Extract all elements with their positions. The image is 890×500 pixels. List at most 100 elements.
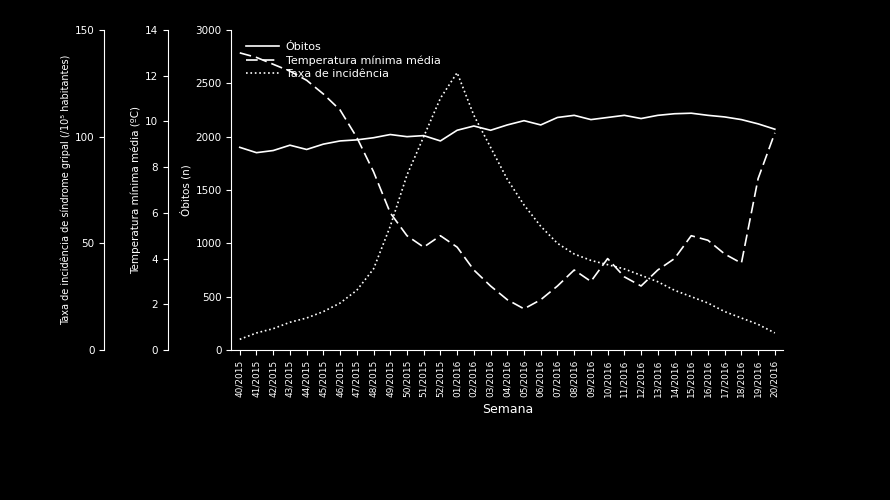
Óbitos	[519, 118, 530, 124]
Óbitos	[502, 122, 513, 128]
Temperatura mínima média	[603, 256, 613, 262]
Taxa de incidência	[702, 300, 713, 306]
Temperatura mínima média	[552, 283, 562, 289]
Temperatura mínima média	[418, 244, 429, 250]
Temperatura mínima média	[702, 238, 713, 244]
Óbitos	[485, 128, 496, 134]
Y-axis label: Temperatura mínima média (ºC): Temperatura mínima média (ºC)	[130, 106, 141, 274]
Taxa de incidência	[251, 330, 262, 336]
Óbitos	[268, 148, 279, 154]
Taxa de incidência	[285, 320, 295, 326]
Óbitos	[603, 114, 613, 120]
Óbitos	[552, 114, 562, 120]
Temperatura mínima média	[485, 283, 496, 289]
Taxa de incidência	[635, 272, 646, 278]
Temperatura mínima média	[536, 296, 546, 302]
Temperatura mínima média	[619, 274, 630, 280]
Taxa de incidência	[384, 224, 395, 230]
Taxa de incidência	[485, 144, 496, 150]
Óbitos	[234, 144, 245, 150]
Óbitos	[401, 134, 412, 140]
Taxa de incidência	[401, 172, 412, 178]
Taxa de incidência	[452, 70, 463, 75]
Y-axis label: Taxa de incidência de síndrome gripal (/10⁵ habitantes): Taxa de incidência de síndrome gripal (/…	[61, 55, 71, 325]
Legend: Óbitos, Temperatura mínima média, Taxa de incidência: Óbitos, Temperatura mínima média, Taxa d…	[242, 39, 444, 82]
Temperatura mínima média	[669, 256, 680, 262]
Óbitos	[318, 141, 328, 147]
Y-axis label: Óbitos (n): Óbitos (n)	[180, 164, 191, 216]
Óbitos	[736, 116, 747, 122]
Óbitos	[468, 123, 479, 129]
Temperatura mínima média	[435, 232, 446, 238]
Temperatura mínima média	[401, 232, 412, 238]
Temperatura mínima média	[318, 91, 328, 97]
Óbitos	[586, 116, 596, 122]
Óbitos	[418, 132, 429, 138]
Temperatura mínima média	[285, 68, 295, 74]
Temperatura mínima média	[753, 176, 764, 182]
Temperatura mínima média	[234, 50, 245, 56]
Óbitos	[452, 128, 463, 134]
Taxa de incidência	[586, 258, 596, 264]
Taxa de incidência	[368, 266, 379, 272]
Temperatura mínima média	[770, 130, 781, 136]
Temperatura mínima média	[384, 210, 395, 216]
Temperatura mínima média	[569, 267, 579, 273]
Óbitos	[368, 134, 379, 140]
Taxa de incidência	[268, 326, 279, 332]
Taxa de incidência	[753, 322, 764, 328]
Óbitos	[569, 112, 579, 118]
Taxa de incidência	[234, 336, 245, 342]
Taxa de incidência	[669, 288, 680, 294]
Taxa de incidência	[770, 330, 781, 336]
Óbitos	[702, 112, 713, 118]
Temperatura mínima média	[368, 168, 379, 174]
Taxa de incidência	[352, 288, 362, 294]
Temperatura mínima média	[586, 278, 596, 284]
Óbitos	[770, 126, 781, 132]
Temperatura mínima média	[352, 134, 362, 140]
Óbitos	[635, 116, 646, 121]
Óbitos	[619, 112, 630, 118]
Temperatura mínima média	[519, 306, 530, 312]
Taxa de incidência	[736, 315, 747, 321]
Taxa de incidência	[686, 294, 697, 300]
Line: Temperatura mínima média: Temperatura mínima média	[239, 53, 775, 309]
Taxa de incidência	[719, 308, 730, 314]
Taxa de incidência	[318, 308, 328, 314]
Óbitos	[435, 138, 446, 144]
Óbitos	[251, 150, 262, 156]
Óbitos	[652, 112, 663, 118]
Taxa de incidência	[603, 262, 613, 268]
Temperatura mínima média	[502, 296, 513, 302]
Taxa de incidência	[302, 315, 312, 321]
Temperatura mínima média	[468, 267, 479, 273]
Temperatura mínima média	[736, 260, 747, 266]
Temperatura mínima média	[251, 54, 262, 60]
Taxa de incidência	[536, 224, 546, 230]
Taxa de incidência	[418, 134, 429, 140]
Taxa de incidência	[335, 300, 345, 306]
Temperatura mínima média	[686, 232, 697, 238]
Temperatura mínima média	[335, 107, 345, 113]
Óbitos	[384, 132, 395, 138]
Taxa de incidência	[468, 112, 479, 118]
Temperatura mínima média	[302, 78, 312, 84]
Taxa de incidência	[519, 202, 530, 208]
Taxa de incidência	[652, 278, 663, 284]
Temperatura mínima média	[635, 283, 646, 289]
Óbitos	[753, 121, 764, 127]
Óbitos	[285, 142, 295, 148]
Taxa de incidência	[435, 96, 446, 102]
Óbitos	[352, 137, 362, 143]
Temperatura mínima média	[268, 62, 279, 68]
Óbitos	[686, 110, 697, 116]
Óbitos	[536, 122, 546, 128]
Taxa de incidência	[552, 240, 562, 246]
Taxa de incidência	[619, 266, 630, 272]
Taxa de incidência	[569, 251, 579, 257]
Line: Óbitos: Óbitos	[239, 113, 775, 152]
Óbitos	[669, 110, 680, 116]
Temperatura mínima média	[652, 267, 663, 273]
Óbitos	[335, 138, 345, 144]
